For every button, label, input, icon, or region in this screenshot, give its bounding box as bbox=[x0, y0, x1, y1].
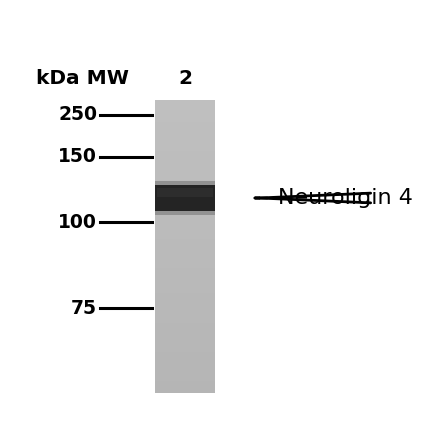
Bar bbox=[155, 333, 215, 338]
Bar bbox=[155, 206, 215, 210]
Bar bbox=[155, 111, 215, 116]
Bar bbox=[155, 308, 215, 313]
Bar bbox=[155, 257, 215, 262]
Bar bbox=[155, 389, 215, 393]
Bar bbox=[155, 366, 215, 371]
Bar bbox=[155, 246, 215, 250]
Bar bbox=[155, 158, 215, 163]
Bar bbox=[155, 297, 215, 302]
Bar bbox=[155, 177, 215, 181]
Bar bbox=[155, 173, 215, 178]
Bar bbox=[155, 370, 215, 375]
Bar bbox=[155, 162, 215, 167]
Bar bbox=[155, 202, 215, 207]
Bar bbox=[155, 137, 215, 141]
Bar bbox=[155, 348, 215, 353]
Bar bbox=[155, 355, 215, 360]
Bar bbox=[155, 268, 215, 273]
Bar bbox=[155, 180, 215, 185]
Bar bbox=[155, 283, 215, 287]
Text: kDa MW: kDa MW bbox=[36, 68, 128, 87]
Bar bbox=[155, 198, 215, 203]
Bar bbox=[155, 323, 215, 327]
Bar bbox=[155, 100, 215, 392]
Bar bbox=[155, 381, 215, 386]
Text: 75: 75 bbox=[71, 299, 97, 318]
Bar bbox=[155, 275, 215, 280]
Bar bbox=[155, 107, 215, 112]
Bar bbox=[155, 385, 215, 389]
Bar bbox=[155, 100, 215, 105]
Bar bbox=[155, 250, 215, 254]
Bar bbox=[155, 166, 215, 170]
Bar bbox=[155, 126, 215, 130]
Bar bbox=[155, 261, 215, 265]
Bar bbox=[155, 326, 215, 331]
Text: 150: 150 bbox=[58, 147, 97, 167]
Bar bbox=[155, 155, 215, 159]
Bar bbox=[155, 115, 215, 119]
Bar bbox=[155, 290, 215, 295]
Bar bbox=[155, 315, 215, 320]
Bar bbox=[155, 224, 215, 229]
Bar bbox=[155, 209, 215, 214]
Bar bbox=[155, 185, 215, 211]
Bar bbox=[155, 337, 215, 342]
Bar bbox=[155, 184, 215, 189]
Bar bbox=[155, 319, 215, 324]
Bar bbox=[155, 104, 215, 108]
Bar bbox=[155, 377, 215, 382]
Bar bbox=[155, 181, 215, 215]
Bar bbox=[155, 140, 215, 145]
Bar bbox=[155, 293, 215, 298]
Bar bbox=[155, 239, 215, 243]
Bar bbox=[155, 363, 215, 367]
Bar bbox=[155, 144, 215, 149]
Bar bbox=[155, 217, 215, 221]
Bar bbox=[155, 118, 215, 123]
Bar bbox=[155, 264, 215, 269]
Bar bbox=[155, 151, 215, 156]
Bar bbox=[155, 286, 215, 291]
Bar bbox=[155, 228, 215, 232]
Bar bbox=[155, 147, 215, 152]
Bar bbox=[155, 243, 215, 247]
Bar bbox=[157, 188, 213, 197]
Bar bbox=[155, 374, 215, 378]
Bar bbox=[155, 272, 215, 276]
Bar bbox=[155, 359, 215, 364]
Bar bbox=[155, 330, 215, 335]
Bar bbox=[155, 187, 215, 192]
Text: Neuroligin 4: Neuroligin 4 bbox=[278, 188, 413, 208]
Bar bbox=[155, 191, 215, 196]
Bar bbox=[155, 133, 215, 138]
Bar bbox=[155, 235, 215, 240]
Bar bbox=[155, 312, 215, 316]
Text: 250: 250 bbox=[58, 105, 97, 124]
Bar bbox=[155, 129, 215, 134]
Bar bbox=[155, 195, 215, 199]
Bar bbox=[155, 279, 215, 284]
Bar bbox=[155, 169, 215, 174]
Bar bbox=[155, 122, 215, 127]
Bar bbox=[155, 232, 215, 236]
Bar bbox=[155, 352, 215, 356]
Bar bbox=[155, 341, 215, 346]
Bar bbox=[155, 304, 215, 309]
Text: 2: 2 bbox=[178, 68, 192, 87]
Bar bbox=[155, 213, 215, 218]
Text: 100: 100 bbox=[58, 213, 97, 232]
Bar bbox=[155, 301, 215, 306]
Bar bbox=[155, 344, 215, 349]
Bar bbox=[155, 253, 215, 258]
Bar bbox=[155, 220, 215, 225]
